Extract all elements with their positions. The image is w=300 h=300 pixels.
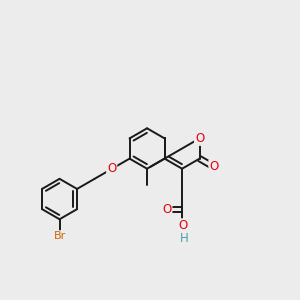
Text: O: O [178, 219, 187, 232]
Text: O: O [107, 162, 116, 176]
Text: O: O [209, 160, 218, 173]
Text: Br: Br [53, 231, 66, 241]
Text: O: O [195, 132, 204, 145]
Text: O: O [162, 202, 172, 216]
Text: H: H [180, 232, 189, 245]
